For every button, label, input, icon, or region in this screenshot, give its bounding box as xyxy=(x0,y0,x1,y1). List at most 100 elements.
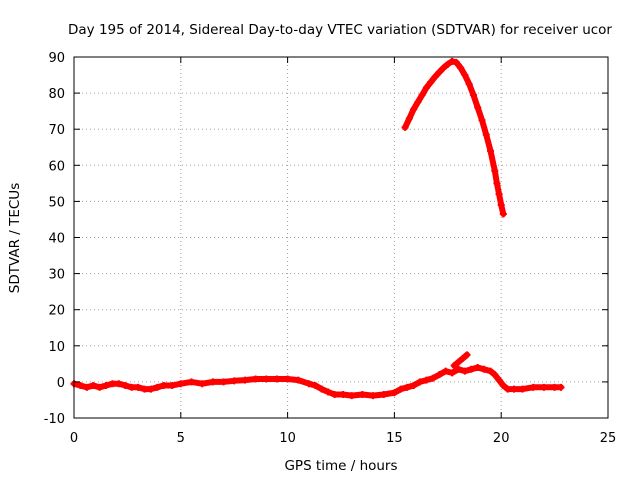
data-point xyxy=(241,376,249,384)
chart-title: Day 195 of 2014, Sidereal Day-to-day VTE… xyxy=(68,22,612,38)
y-tick-label: 90 xyxy=(48,51,65,66)
data-point xyxy=(83,383,91,391)
data-point xyxy=(440,64,448,72)
data-point xyxy=(463,351,471,359)
y-axis-label: SDTVAR / TECUs xyxy=(7,183,23,293)
data-point xyxy=(510,385,518,393)
data-point xyxy=(160,382,168,390)
data-point xyxy=(499,210,507,218)
data-point xyxy=(474,363,482,371)
data-point xyxy=(220,378,228,386)
data-point xyxy=(134,383,142,391)
data-point xyxy=(495,190,503,198)
data-point xyxy=(294,376,302,384)
x-tick-label: 0 xyxy=(70,431,78,446)
data-point xyxy=(454,365,462,373)
data-point xyxy=(495,376,503,384)
data-point xyxy=(442,367,450,375)
x-tick-label: 20 xyxy=(493,431,510,446)
data-point xyxy=(102,382,110,390)
data-point xyxy=(450,362,458,370)
y-tick-label: -10 xyxy=(44,412,65,427)
data-point xyxy=(557,383,565,391)
data-point xyxy=(487,367,495,375)
data-point xyxy=(461,367,469,375)
data-point xyxy=(467,365,475,373)
data-point xyxy=(491,371,499,379)
x-tick-label: 5 xyxy=(177,431,185,446)
x-axis-label: GPS time / hours xyxy=(284,458,397,474)
data-point xyxy=(209,378,217,386)
data-point xyxy=(452,58,460,66)
y-tick-label: 0 xyxy=(57,376,65,391)
data-point xyxy=(128,383,136,391)
series-lower-track-branch xyxy=(450,351,471,370)
y-tick-label: 20 xyxy=(48,304,65,319)
data-point xyxy=(187,378,195,386)
data-point xyxy=(230,377,238,385)
data-point xyxy=(457,64,465,72)
data-point xyxy=(311,382,319,390)
data-point xyxy=(429,374,437,382)
data-point xyxy=(339,391,347,399)
data-point xyxy=(493,179,501,187)
data-point xyxy=(499,382,507,390)
data-point xyxy=(140,385,148,393)
series-band xyxy=(451,351,470,369)
data-point xyxy=(465,80,473,88)
x-tick-label: 10 xyxy=(279,431,296,446)
data-point xyxy=(390,389,398,397)
y-tick-label: 30 xyxy=(48,268,65,283)
y-tick-label: 10 xyxy=(48,340,65,355)
x-tick-label: 25 xyxy=(600,431,617,446)
data-point xyxy=(358,391,366,399)
data-point xyxy=(474,104,482,112)
series-upper-arc xyxy=(401,57,507,218)
data-point xyxy=(397,385,405,393)
data-point xyxy=(318,385,326,393)
data-point xyxy=(147,385,155,393)
data-point xyxy=(410,382,418,390)
y-tick-label: 70 xyxy=(48,123,65,138)
data-point xyxy=(478,116,486,124)
ticks: 0 5 10 15 20 25 -10 0 10 20 30 40 50 60 70 80 90 xyxy=(44,51,617,446)
data-point xyxy=(273,375,281,383)
data-point xyxy=(422,84,430,92)
data-markers xyxy=(70,57,565,400)
data-point xyxy=(497,201,505,209)
data-point xyxy=(454,358,462,366)
data-point xyxy=(252,375,260,383)
data-point xyxy=(461,71,469,79)
data-point xyxy=(401,123,409,131)
data-point xyxy=(427,78,435,86)
data-point xyxy=(305,380,313,388)
data-point xyxy=(153,383,161,391)
data-point xyxy=(403,383,411,391)
data-point xyxy=(540,383,548,391)
data-point xyxy=(431,73,439,81)
series-band xyxy=(402,58,507,217)
data-point xyxy=(414,98,422,106)
data-point xyxy=(459,354,467,362)
data-point xyxy=(96,383,104,391)
data-point xyxy=(529,383,537,391)
data-point xyxy=(435,371,443,379)
data-point xyxy=(469,91,477,99)
data-point xyxy=(416,378,424,386)
data-point xyxy=(482,131,490,139)
data-point xyxy=(324,388,332,396)
data-point xyxy=(448,57,456,65)
data-point xyxy=(331,391,339,399)
x-tick-label: 15 xyxy=(386,431,403,446)
data-point xyxy=(491,167,499,175)
data-point xyxy=(418,91,426,99)
data-point xyxy=(168,382,176,390)
data-point xyxy=(487,147,495,155)
data-point xyxy=(444,60,452,68)
data-point xyxy=(262,375,270,383)
data-point xyxy=(198,380,206,388)
data-point xyxy=(551,383,559,391)
data-point xyxy=(504,385,512,393)
data-point xyxy=(435,68,443,76)
y-tick-label: 40 xyxy=(48,232,65,247)
